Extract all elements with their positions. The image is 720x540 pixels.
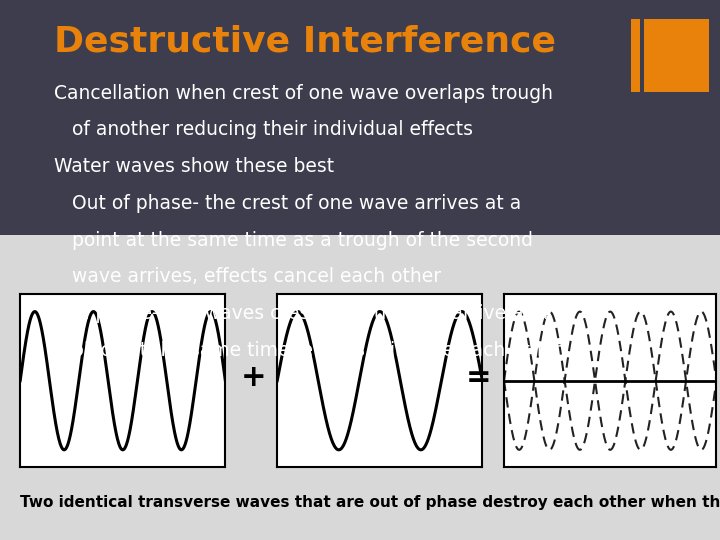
Text: Out of phase- the crest of one wave arrives at a: Out of phase- the crest of one wave arri… xyxy=(54,194,521,213)
Text: Cancellation when crest of one wave overlaps trough: Cancellation when crest of one wave over… xyxy=(54,84,553,103)
Text: Destructive Interference: Destructive Interference xyxy=(54,24,556,58)
Text: =: = xyxy=(465,363,491,393)
Text: +: + xyxy=(240,363,266,393)
Text: Two identical transverse waves that are out of phase destroy each other when the: Two identical transverse waves that are … xyxy=(20,495,720,510)
Text: In phase- two waves crests and troughs arrive at a: In phase- two waves crests and troughs a… xyxy=(54,304,549,323)
Text: wave arrives, effects cancel each other: wave arrives, effects cancel each other xyxy=(54,267,441,286)
Text: point at the same time as a trough of the second: point at the same time as a trough of th… xyxy=(54,231,533,249)
Text: Water waves show these best: Water waves show these best xyxy=(54,157,334,176)
Text: place at the same time, effects reinforce each other: place at the same time, effects reinforc… xyxy=(54,341,562,360)
Text: of another reducing their individual effects: of another reducing their individual eff… xyxy=(54,120,473,139)
